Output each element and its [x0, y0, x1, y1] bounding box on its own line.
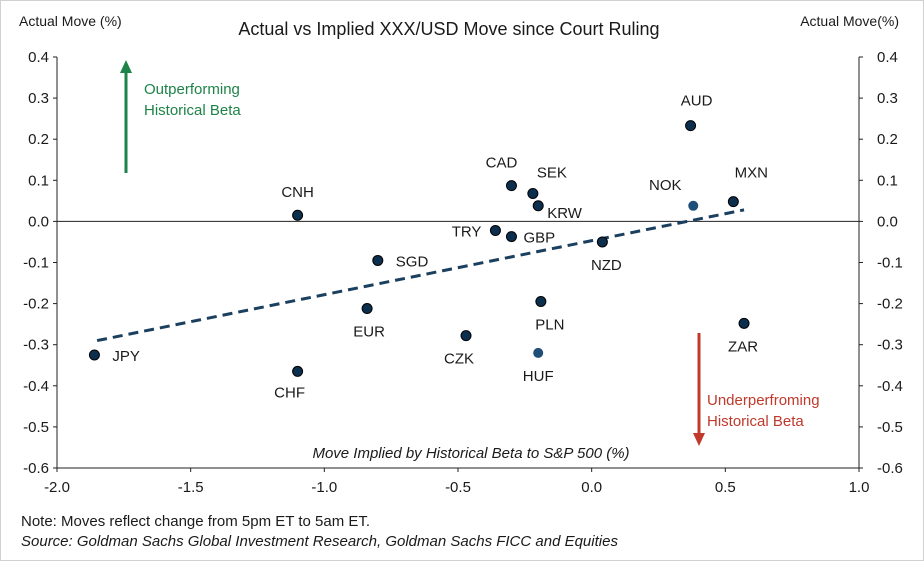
x-tick-label: 1.0: [849, 479, 870, 496]
point-label-pln: PLN: [535, 317, 564, 334]
point-eur: [361, 303, 373, 315]
point-chf: [292, 365, 304, 377]
y-tick-label-right: -0.5: [877, 419, 903, 436]
x-tick-label: -1.5: [178, 479, 204, 496]
point-zar: [738, 317, 750, 329]
y-tick-label-right: 0.4: [877, 49, 898, 66]
down-arrow-head: [693, 433, 705, 446]
point-label-aud: AUD: [681, 93, 713, 110]
point-label-eur: EUR: [353, 324, 385, 341]
y-tick-label-right: -0.4: [877, 378, 903, 395]
axes: 0.4 0.4 0.3 0.3 0.2 0.2 0.1 0.1 0.0 0.0 -0.1 -0.1 -0…: [23, 49, 903, 496]
y-tick-label-left: -0.1: [23, 255, 49, 272]
point-label-cad: CAD: [486, 155, 518, 172]
x-tick-label: -1.0: [311, 479, 337, 496]
y-axis-label-left: Actual Move (%): [19, 13, 122, 29]
point-label-try: TRY: [452, 223, 482, 240]
y-tick-label-left: 0.1: [28, 172, 49, 189]
outperforming-label: Outperforming: [144, 81, 240, 98]
point-label-sek: SEK: [537, 164, 567, 181]
x-tick-label: 0.5: [715, 479, 736, 496]
point-aud: [685, 120, 697, 132]
point-mxn: [727, 196, 739, 208]
underperforming-label: Underperfroming: [707, 392, 820, 409]
y-tick-label-left: -0.2: [23, 296, 49, 313]
points-layer: JPY CNH CHF SGD EUR CZK TRY GBP CAD SEK KRW PLN HUF N…: [88, 93, 768, 401]
point-label-gbp: GBP: [523, 230, 555, 247]
point-label-chf: CHF: [274, 384, 305, 401]
y-tick-label-left: 0.4: [28, 49, 49, 66]
y-tick-label-left: -0.4: [23, 378, 49, 395]
y-tick-label-left: -0.6: [23, 460, 49, 477]
arrow-layer: [120, 60, 705, 446]
underperforming-label-2: Historical Beta: [707, 413, 804, 430]
outperforming-label-2: Historical Beta: [144, 102, 241, 119]
point-cnh: [292, 209, 304, 221]
x-tick-label: -0.5: [445, 479, 471, 496]
trendline-layer: [96, 208, 745, 343]
up-arrow-head: [120, 60, 132, 73]
x-axis-label: Move Implied by Historical Beta to S&P 5…: [312, 445, 629, 462]
trendline: [96, 208, 745, 343]
y-tick-label-left: 0.2: [28, 131, 49, 148]
y-tick-label-right: -0.1: [877, 255, 903, 272]
point-label-zar: ZAR: [728, 338, 758, 355]
point-label-mxn: MXN: [735, 165, 768, 182]
y-tick-label-right: 0.2: [877, 131, 898, 148]
point-label-nok: NOK: [649, 177, 682, 194]
point-nok: [688, 200, 699, 211]
point-krw: [532, 200, 544, 212]
y-axis-label-right: Actual Move(%): [800, 13, 899, 29]
y-tick-label-right: 0.0: [877, 213, 898, 230]
x-tick-label: -2.0: [44, 479, 70, 496]
chart-title: Actual vs Implied XXX/USD Move since Cou…: [238, 19, 659, 39]
y-tick-label-right: -0.6: [877, 460, 903, 477]
y-tick-label-left: -0.3: [23, 337, 49, 354]
point-label-nzd: NZD: [591, 257, 622, 274]
y-tick-label-left: 0.3: [28, 90, 49, 107]
y-tick-label-right: 0.3: [877, 90, 898, 107]
point-czk: [460, 330, 472, 342]
point-gbp: [505, 231, 517, 243]
source-text: Source: Goldman Sachs Global Investment …: [21, 533, 618, 550]
point-pln: [535, 296, 547, 308]
y-tick-label-right: -0.3: [877, 337, 903, 354]
y-tick-label-left: -0.5: [23, 419, 49, 436]
point-sgd: [372, 254, 384, 266]
point-nzd: [596, 236, 608, 248]
point-label-krw: KRW: [547, 205, 583, 222]
y-tick-label-left: 0.0: [28, 213, 49, 230]
point-label-jpy: JPY: [112, 348, 140, 365]
point-huf: [533, 347, 544, 358]
point-label-huf: HUF: [523, 368, 554, 385]
y-tick-label-right: 0.1: [877, 172, 898, 189]
x-tick-label: 0.0: [581, 479, 602, 496]
point-try: [489, 224, 501, 236]
point-jpy: [88, 349, 100, 361]
point-cad: [505, 180, 517, 192]
point-label-sgd: SGD: [396, 253, 429, 270]
point-sek: [527, 187, 539, 199]
y-tick-label-right: -0.2: [877, 296, 903, 313]
point-label-cnh: CNH: [281, 184, 314, 201]
note-text: Note: Moves reflect change from 5pm ET t…: [21, 513, 371, 530]
point-label-czk: CZK: [444, 351, 474, 368]
scatter-chart: Actual vs Implied XXX/USD Move since Cou…: [19, 13, 903, 496]
